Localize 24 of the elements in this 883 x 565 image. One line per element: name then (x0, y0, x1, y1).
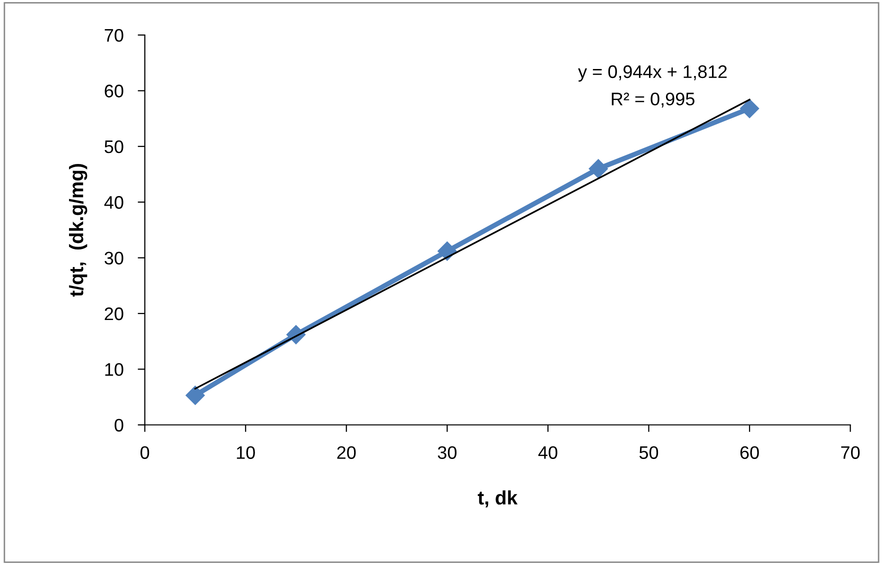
point (588, 159, 608, 178)
x-tick-label: 70 (841, 446, 860, 459)
annotation: y = 0,944x + 1,812 (578, 65, 727, 82)
y-axis-title: t/qt, (dk.g/mg) (69, 164, 88, 297)
y-tick-label: 30 (104, 252, 124, 265)
x-axis-title: t, dk (478, 490, 518, 508)
y-tick-label: 20 (104, 307, 124, 320)
x-tick-label: 60 (740, 446, 759, 459)
x-tick-label: 20 (337, 446, 356, 459)
x-tick-label: 40 (538, 446, 558, 459)
point (740, 99, 760, 118)
y-tick-label: 70 (104, 28, 124, 42)
x-tick-label: 0 (140, 446, 150, 459)
y-tick-label: 0 (114, 418, 124, 432)
y-tick-label: 50 (104, 140, 124, 154)
x-tick-label: 30 (438, 446, 457, 459)
y-tick-label: 60 (104, 84, 124, 98)
y-tick-label: 40 (104, 196, 124, 209)
annotation: R² = 0,995 (612, 92, 694, 108)
point (186, 386, 205, 405)
y-tick-label: 10 (105, 363, 124, 376)
point (438, 242, 457, 261)
x-tick-label: 50 (639, 446, 658, 459)
x-tick-label: 10 (236, 446, 255, 459)
